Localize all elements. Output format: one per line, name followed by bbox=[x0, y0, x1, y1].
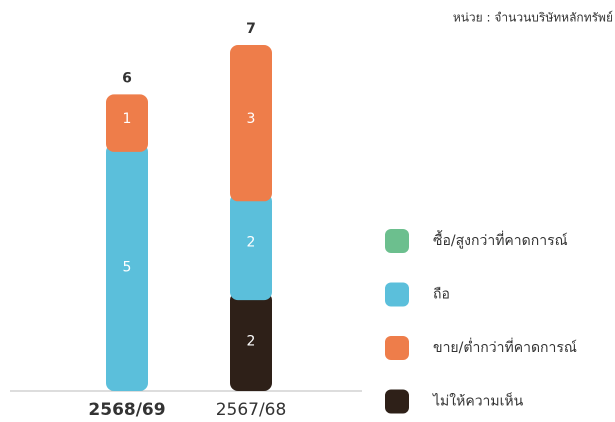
segment-label: 2 bbox=[247, 235, 256, 251]
segment-label: 5 bbox=[123, 259, 132, 275]
legend-swatch bbox=[385, 229, 409, 253]
legend-label: ขาย/ต่ำกว่าที่คาดการณ์ bbox=[433, 338, 577, 356]
segment-label: 2 bbox=[247, 334, 256, 350]
x-tick-label: 2568/69 bbox=[88, 400, 165, 420]
unit-note: หน่วย : จำนวนบริษัทหลักทรัพย์ bbox=[453, 11, 613, 25]
legend-swatch bbox=[385, 389, 409, 414]
legend-label: ถือ bbox=[433, 287, 450, 303]
x-tick-label: 2567/68 bbox=[216, 400, 287, 420]
segment-label: 1 bbox=[123, 111, 132, 127]
total-label: 7 bbox=[246, 21, 256, 37]
legend-swatch bbox=[385, 336, 409, 360]
bar-segment bbox=[106, 143, 148, 391]
bar-segment bbox=[230, 45, 272, 202]
legend-label: ไม่ให้ความเห็น bbox=[432, 392, 524, 410]
bar-segment bbox=[230, 292, 272, 391]
bar-segment bbox=[106, 94, 148, 152]
bar-segment bbox=[230, 193, 272, 301]
legend-label: ซื้อ/สูงกว่าที่คาดการณ์ bbox=[433, 230, 568, 249]
total-label: 6 bbox=[122, 70, 132, 86]
segment-label: 3 bbox=[247, 111, 256, 127]
legend-swatch bbox=[385, 282, 409, 307]
